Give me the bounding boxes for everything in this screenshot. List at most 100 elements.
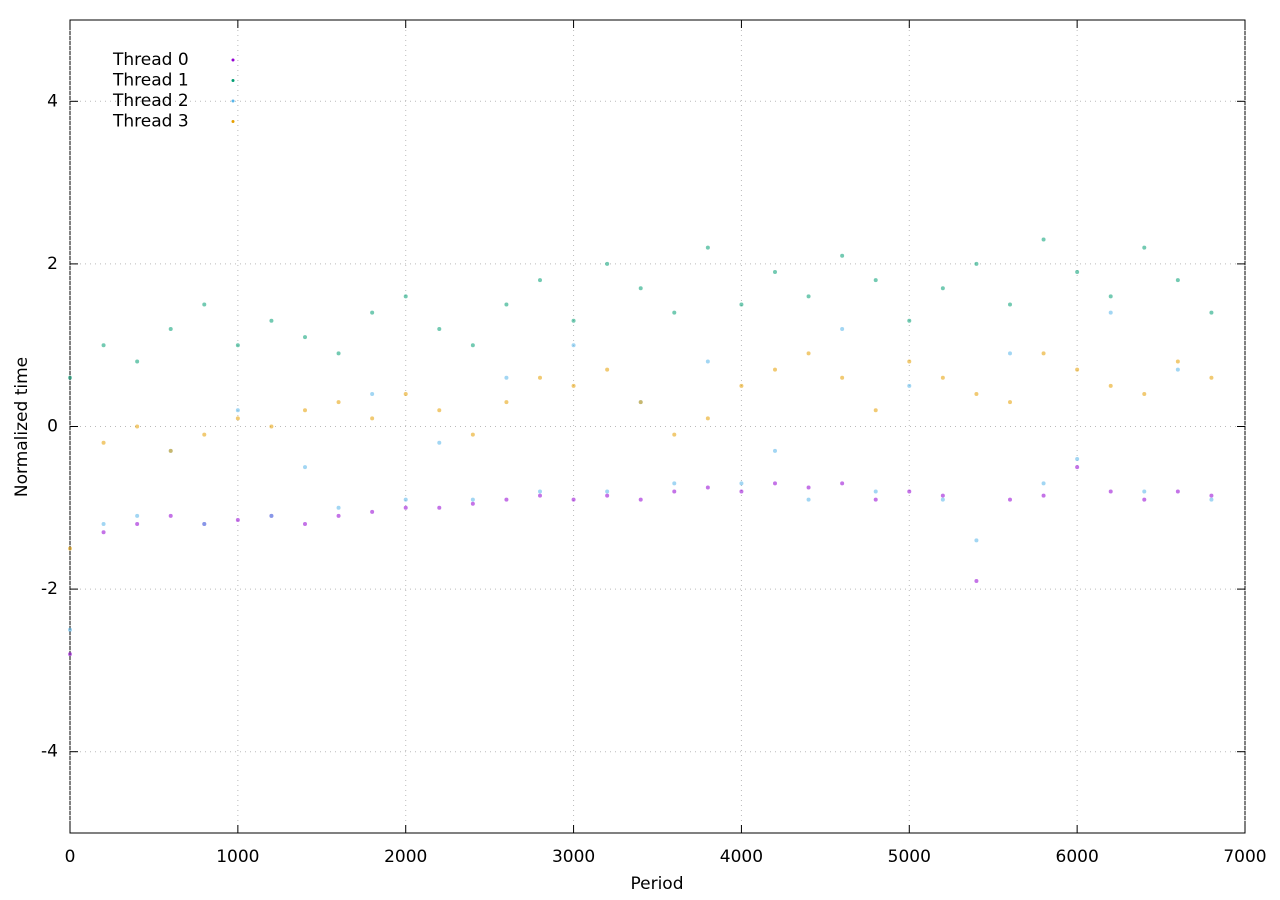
point [504,302,509,307]
point [235,408,240,413]
point [806,294,811,299]
point [605,493,610,498]
point [538,375,542,380]
point [504,375,509,380]
point [672,481,677,486]
point [101,440,106,445]
point [336,505,341,510]
point [1108,294,1113,299]
point [571,343,576,348]
point [336,513,341,518]
point [705,416,710,421]
x-tick-label: 0 [65,847,76,867]
point [773,270,777,275]
point [1008,497,1012,502]
legend-marker [231,99,235,103]
point [739,489,744,494]
point [470,343,475,348]
point [940,375,945,380]
point [705,359,710,364]
point [873,497,878,502]
point [437,408,442,413]
point [1075,465,1080,470]
point [135,522,140,527]
point [235,416,240,421]
point [605,261,610,266]
point [1041,493,1046,498]
point [974,261,979,266]
x-tick-label: 5000 [888,847,931,867]
point [1041,351,1046,356]
point [235,343,240,348]
point [1142,391,1147,396]
point [1075,270,1080,275]
point [840,253,845,258]
point [773,448,777,453]
x-tick-label: 4000 [720,847,763,867]
point [437,440,442,445]
point [1209,497,1214,502]
point [940,497,945,502]
point [1008,302,1012,307]
point [672,489,677,494]
point [303,522,307,527]
point [269,424,274,429]
legend-marker [231,120,235,123]
point [504,400,509,405]
point [168,513,173,518]
point [571,318,576,323]
point [403,505,408,510]
point [303,335,307,340]
point [437,505,442,510]
point [1209,375,1214,380]
point [739,481,744,486]
point [840,375,845,380]
point [303,408,307,413]
point [840,481,845,486]
point [336,351,341,356]
y-axis-label: Normalized time [12,357,32,497]
point [571,497,576,502]
point [470,497,475,502]
point [1175,359,1180,364]
point [101,343,106,348]
point [470,432,475,437]
point [705,245,710,250]
point [873,489,878,494]
point [1108,310,1113,315]
point [638,497,643,502]
point [135,424,140,429]
point [202,302,207,307]
point [1008,351,1012,356]
point [135,513,140,518]
point [168,448,173,453]
legend-marker [231,79,235,82]
point [269,513,274,518]
point [1142,489,1147,494]
x-tick-label: 7000 [1223,847,1266,867]
point [370,391,375,396]
point [873,408,878,413]
legend-label: Thread 1 [112,71,189,91]
point [336,400,341,405]
point [1175,489,1180,494]
plot-frame [69,19,1246,834]
x-tick-label: 6000 [1056,847,1099,867]
point [605,489,610,494]
point [538,278,542,283]
point [1108,489,1113,494]
legend-label: Thread 0 [112,50,189,70]
point [1209,493,1214,498]
point [806,485,811,490]
point [202,522,207,527]
point [974,538,979,543]
point [638,286,643,291]
point [538,489,542,494]
point [1108,383,1113,388]
point [303,465,307,470]
point [1075,367,1080,372]
legend-label: Thread 3 [112,112,189,132]
point [101,530,106,535]
point [974,391,979,396]
